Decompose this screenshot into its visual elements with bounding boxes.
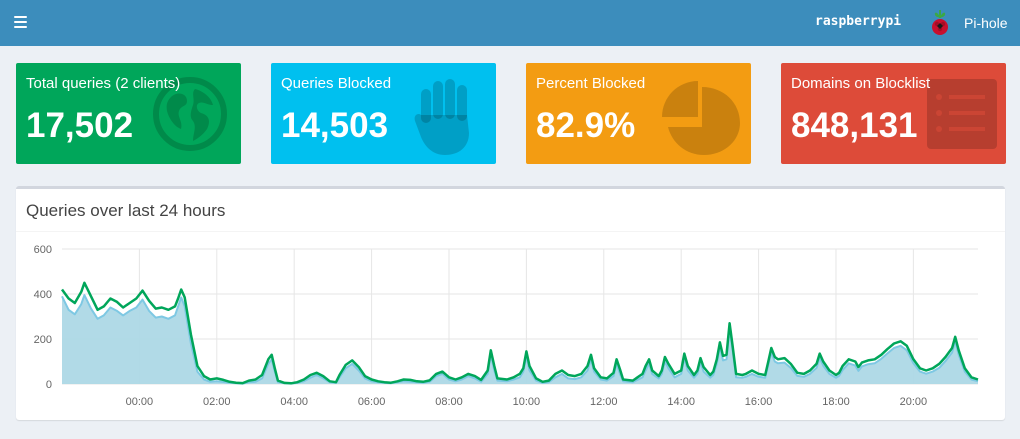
queries-blocked-box[interactable]: Queries Blocked 14,503 (271, 63, 496, 164)
y-tick-label: 0 (46, 379, 52, 391)
chart-title: Queries over last 24 hours (26, 201, 226, 220)
percent-blocked-label: Percent Blocked (536, 75, 646, 92)
series-line-total (60, 281, 979, 385)
total-queries-box[interactable]: Total queries (2 clients) 17,502 (16, 63, 241, 164)
hand-stop-icon (414, 79, 469, 155)
x-tick-label: 12:00 (590, 396, 618, 408)
list-icon (927, 79, 997, 149)
percent-blocked-box[interactable]: Percent Blocked 82.9% (526, 63, 751, 164)
domains-blocklist-label: Domains on Blocklist (791, 75, 931, 92)
y-tick-label: 400 (34, 289, 52, 301)
domains-blocklist-value: 848,131 (791, 106, 918, 145)
queries-blocked-value: 14,503 (281, 106, 389, 145)
top-navbar: raspberrypi Pi-hole (0, 0, 1020, 46)
series-area-blocked (62, 295, 978, 384)
queries-chart[interactable]: 0 200 400 600 00:00 02:00 04:00 06:00 08:00 10:00… (16, 189, 1005, 423)
hamburger-menu-icon[interactable] (14, 16, 27, 28)
x-tick-label: 20:00 (900, 396, 928, 408)
x-tick-label: 00:00 (126, 396, 154, 408)
x-tick-label: 16:00 (745, 396, 773, 408)
y-tick-label: 600 (34, 244, 52, 256)
total-queries-label: Total queries (2 clients) (26, 75, 181, 92)
total-queries-value: 17,502 (26, 106, 134, 145)
panel-divider (16, 231, 1005, 232)
x-tick-label: 18:00 (822, 396, 850, 408)
brand-name: Pi-hole (964, 15, 1008, 31)
queries-chart-panel: Queries over last 24 hours 0 200 400 600 00:… (16, 186, 1005, 420)
brand-menu[interactable]: Pi-hole (928, 8, 1008, 38)
percent-blocked-value: 82.9% (536, 106, 636, 145)
queries-blocked-label: Queries Blocked (281, 75, 392, 92)
raspberry-logo-icon (932, 10, 948, 35)
y-tick-label: 200 (34, 334, 52, 346)
x-tick-label: 14:00 (667, 396, 695, 408)
hostname-label: raspberrypi (815, 14, 902, 29)
pie-chart-icon (662, 81, 740, 155)
domains-blocklist-box[interactable]: Domains on Blocklist 848,131 (781, 63, 1006, 164)
x-tick-label: 10:00 (513, 396, 541, 408)
x-tick-label: 02:00 (203, 396, 231, 408)
x-tick-label: 06:00 (358, 396, 386, 408)
x-tick-label: 04:00 (280, 396, 308, 408)
globe-icon (153, 77, 227, 151)
x-tick-label: 08:00 (435, 396, 463, 408)
